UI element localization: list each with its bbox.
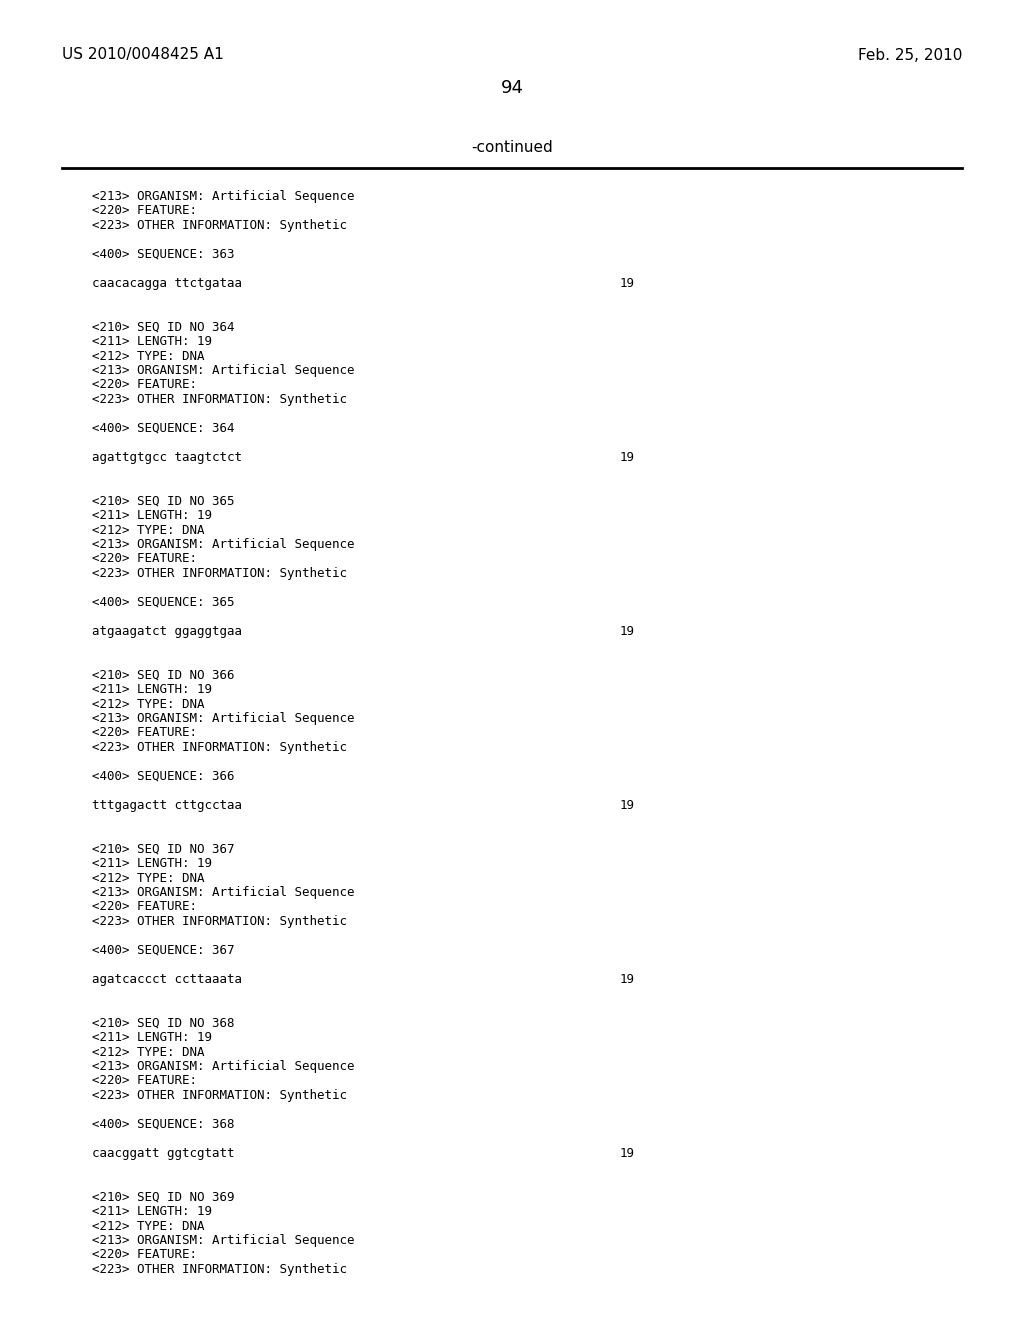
Text: <220> FEATURE:: <220> FEATURE:: [92, 1249, 197, 1262]
Text: atgaagatct ggaggtgaa: atgaagatct ggaggtgaa: [92, 624, 242, 638]
Text: <212> TYPE: DNA: <212> TYPE: DNA: [92, 871, 205, 884]
Text: <220> FEATURE:: <220> FEATURE:: [92, 379, 197, 392]
Text: 19: 19: [620, 973, 635, 986]
Text: <212> TYPE: DNA: <212> TYPE: DNA: [92, 350, 205, 363]
Text: 94: 94: [501, 79, 523, 96]
Text: 19: 19: [620, 799, 635, 812]
Text: <223> OTHER INFORMATION: Synthetic: <223> OTHER INFORMATION: Synthetic: [92, 1263, 347, 1276]
Text: <211> LENGTH: 19: <211> LENGTH: 19: [92, 1205, 212, 1218]
Text: <211> LENGTH: 19: <211> LENGTH: 19: [92, 335, 212, 348]
Text: tttgagactt cttgcctaa: tttgagactt cttgcctaa: [92, 799, 242, 812]
Text: <400> SEQUENCE: 363: <400> SEQUENCE: 363: [92, 248, 234, 261]
Text: <400> SEQUENCE: 368: <400> SEQUENCE: 368: [92, 1118, 234, 1131]
Text: <400> SEQUENCE: 366: <400> SEQUENCE: 366: [92, 770, 234, 783]
Text: <223> OTHER INFORMATION: Synthetic: <223> OTHER INFORMATION: Synthetic: [92, 741, 347, 754]
Text: <213> ORGANISM: Artificial Sequence: <213> ORGANISM: Artificial Sequence: [92, 1234, 354, 1247]
Text: <212> TYPE: DNA: <212> TYPE: DNA: [92, 697, 205, 710]
Text: <210> SEQ ID NO 365: <210> SEQ ID NO 365: [92, 495, 234, 507]
Text: <211> LENGTH: 19: <211> LENGTH: 19: [92, 510, 212, 521]
Text: <210> SEQ ID NO 368: <210> SEQ ID NO 368: [92, 1016, 234, 1030]
Text: <223> OTHER INFORMATION: Synthetic: <223> OTHER INFORMATION: Synthetic: [92, 915, 347, 928]
Text: <213> ORGANISM: Artificial Sequence: <213> ORGANISM: Artificial Sequence: [92, 539, 354, 550]
Text: <223> OTHER INFORMATION: Synthetic: <223> OTHER INFORMATION: Synthetic: [92, 1089, 347, 1102]
Text: <211> LENGTH: 19: <211> LENGTH: 19: [92, 857, 212, 870]
Text: <213> ORGANISM: Artificial Sequence: <213> ORGANISM: Artificial Sequence: [92, 886, 354, 899]
Text: -continued: -continued: [471, 140, 553, 156]
Text: <210> SEQ ID NO 369: <210> SEQ ID NO 369: [92, 1191, 234, 1204]
Text: caacggatt ggtcgtatt: caacggatt ggtcgtatt: [92, 1147, 234, 1160]
Text: <211> LENGTH: 19: <211> LENGTH: 19: [92, 682, 212, 696]
Text: <223> OTHER INFORMATION: Synthetic: <223> OTHER INFORMATION: Synthetic: [92, 219, 347, 232]
Text: 19: 19: [620, 451, 635, 465]
Text: <220> FEATURE:: <220> FEATURE:: [92, 205, 197, 218]
Text: <212> TYPE: DNA: <212> TYPE: DNA: [92, 524, 205, 536]
Text: <211> LENGTH: 19: <211> LENGTH: 19: [92, 1031, 212, 1044]
Text: <213> ORGANISM: Artificial Sequence: <213> ORGANISM: Artificial Sequence: [92, 711, 354, 725]
Text: <210> SEQ ID NO 364: <210> SEQ ID NO 364: [92, 321, 234, 334]
Text: <213> ORGANISM: Artificial Sequence: <213> ORGANISM: Artificial Sequence: [92, 190, 354, 203]
Text: agattgtgcc taagtctct: agattgtgcc taagtctct: [92, 451, 242, 465]
Text: <213> ORGANISM: Artificial Sequence: <213> ORGANISM: Artificial Sequence: [92, 1060, 354, 1073]
Text: <220> FEATURE:: <220> FEATURE:: [92, 900, 197, 913]
Text: <212> TYPE: DNA: <212> TYPE: DNA: [92, 1045, 205, 1059]
Text: <223> OTHER INFORMATION: Synthetic: <223> OTHER INFORMATION: Synthetic: [92, 568, 347, 579]
Text: <210> SEQ ID NO 367: <210> SEQ ID NO 367: [92, 842, 234, 855]
Text: <220> FEATURE:: <220> FEATURE:: [92, 1074, 197, 1088]
Text: 19: 19: [620, 624, 635, 638]
Text: US 2010/0048425 A1: US 2010/0048425 A1: [62, 48, 224, 62]
Text: <400> SEQUENCE: 364: <400> SEQUENCE: 364: [92, 422, 234, 436]
Text: <400> SEQUENCE: 367: <400> SEQUENCE: 367: [92, 944, 234, 957]
Text: agatcaccct ccttaaata: agatcaccct ccttaaata: [92, 973, 242, 986]
Text: <210> SEQ ID NO 366: <210> SEQ ID NO 366: [92, 668, 234, 681]
Text: <212> TYPE: DNA: <212> TYPE: DNA: [92, 1220, 205, 1233]
Text: <220> FEATURE:: <220> FEATURE:: [92, 553, 197, 565]
Text: 19: 19: [620, 277, 635, 290]
Text: 19: 19: [620, 1147, 635, 1160]
Text: <213> ORGANISM: Artificial Sequence: <213> ORGANISM: Artificial Sequence: [92, 364, 354, 378]
Text: <400> SEQUENCE: 365: <400> SEQUENCE: 365: [92, 597, 234, 609]
Text: Feb. 25, 2010: Feb. 25, 2010: [858, 48, 962, 62]
Text: <220> FEATURE:: <220> FEATURE:: [92, 726, 197, 739]
Text: <223> OTHER INFORMATION: Synthetic: <223> OTHER INFORMATION: Synthetic: [92, 393, 347, 407]
Text: caacacagga ttctgataa: caacacagga ttctgataa: [92, 277, 242, 290]
